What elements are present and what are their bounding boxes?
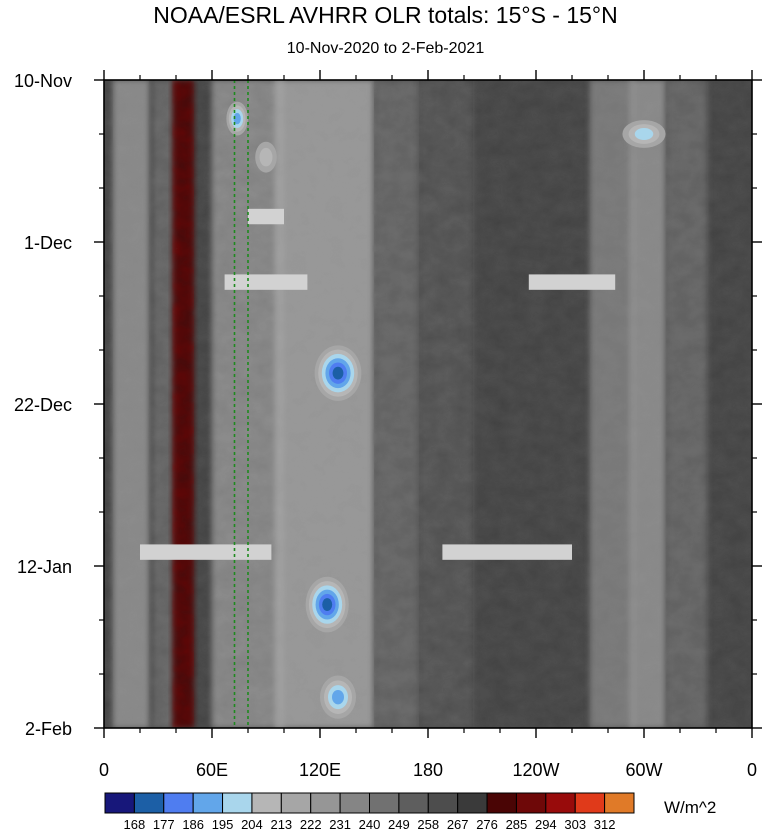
convective-feature-contour <box>332 366 344 380</box>
colorbar-label: 195 <box>212 817 234 830</box>
colorbar-swatch <box>369 792 400 814</box>
colorbar-label: 222 <box>300 817 322 830</box>
colorbar-swatch <box>192 792 224 814</box>
missing-data-bar <box>442 544 572 560</box>
colorbar-swatch <box>163 792 194 814</box>
convective-feature <box>305 576 349 633</box>
convective-feature-contour <box>322 598 333 611</box>
olr-band <box>629 80 666 728</box>
colorbar-swatch <box>133 792 165 814</box>
colorbar-swatch <box>545 792 576 814</box>
convective-feature <box>255 141 277 173</box>
convective-feature <box>320 675 356 719</box>
olr-band <box>590 80 635 728</box>
x-tick-label: 60W <box>625 760 662 780</box>
x-tick-label: 60E <box>196 760 228 780</box>
convective-feature <box>622 120 666 148</box>
y-tick-label: 10-Nov <box>14 71 72 91</box>
colorbar-label: 204 <box>241 817 263 830</box>
olr-band-texture <box>172 80 194 728</box>
colorbar-swatch <box>457 792 488 814</box>
olr-band-texture <box>590 80 635 728</box>
y-tick-label: 12-Jan <box>17 557 72 577</box>
colorbar-swatch <box>574 792 606 814</box>
convective-feature-contour <box>634 128 654 140</box>
x-tick-label: 180 <box>413 760 443 780</box>
olr-band-texture <box>374 80 419 728</box>
colorbar-label: 258 <box>417 817 439 830</box>
colorbar-label: 240 <box>359 817 381 830</box>
colorbar-label: 303 <box>564 817 586 830</box>
colorbar-swatch <box>222 792 253 814</box>
colorbar-label: 249 <box>388 817 410 830</box>
colorbar-swatch <box>280 792 312 814</box>
chart-title: NOAA/ESRL AVHRR OLR totals: 15°S - 15°N <box>153 2 618 28</box>
convective-feature <box>314 345 362 401</box>
y-tick-label: 1-Dec <box>24 233 72 253</box>
colorbar-label: 177 <box>153 817 175 830</box>
x-tick-label: 0 <box>99 760 109 780</box>
olr-band <box>665 80 707 728</box>
missing-data-bar <box>140 544 272 560</box>
olr-band <box>152 80 176 728</box>
colorbar-label: 231 <box>329 817 351 830</box>
convective-feature-contour <box>259 147 273 167</box>
colorbar-label: 312 <box>594 817 616 830</box>
olr-band-texture <box>113 80 149 728</box>
olr-band <box>374 80 419 728</box>
y-tick-label: 2-Feb <box>25 719 72 739</box>
colorbar-swatch <box>104 792 135 814</box>
convective-feature <box>226 101 248 136</box>
colorbar-label: 168 <box>124 817 146 830</box>
colorbar-swatch <box>339 792 371 814</box>
missing-data-bar <box>224 274 308 290</box>
y-tick-label: 22-Dec <box>14 395 72 415</box>
convective-feature-contour <box>332 689 344 705</box>
colorbar-swatch <box>486 792 517 814</box>
colorbar-swatch <box>310 792 341 814</box>
olr-band-texture <box>665 80 707 728</box>
colorbar-label: 276 <box>476 817 498 830</box>
chart-subtitle: 10-Nov-2020 to 2-Feb-2021 <box>286 40 485 57</box>
olr-band <box>113 80 149 728</box>
missing-data-bar <box>248 208 284 225</box>
missing-data-bar <box>528 274 616 290</box>
olr-band <box>172 80 194 728</box>
colorbar-swatch <box>398 792 429 814</box>
olr-band <box>419 80 473 728</box>
colorbar-swatch <box>604 792 635 814</box>
x-tick-label: 120W <box>512 760 559 780</box>
colorbar-swatch <box>515 792 547 814</box>
colorbar-label: 294 <box>535 817 557 830</box>
colorbar-label: 267 <box>447 817 469 830</box>
x-tick-label: 120E <box>299 760 341 780</box>
colorbar-swatch <box>427 792 459 814</box>
colorbar-label: 285 <box>506 817 528 830</box>
colorbar-units: W/m^2 <box>664 798 717 817</box>
x-tick-label: 0 <box>747 760 757 780</box>
colorbar-swatch <box>251 792 282 814</box>
colorbar-label: 213 <box>270 817 292 830</box>
colorbar-label: 186 <box>182 817 204 830</box>
olr-band-texture <box>419 80 473 728</box>
olr-band-texture <box>152 80 176 728</box>
convective-feature-contour <box>233 112 241 125</box>
olr-band-texture <box>629 80 666 728</box>
